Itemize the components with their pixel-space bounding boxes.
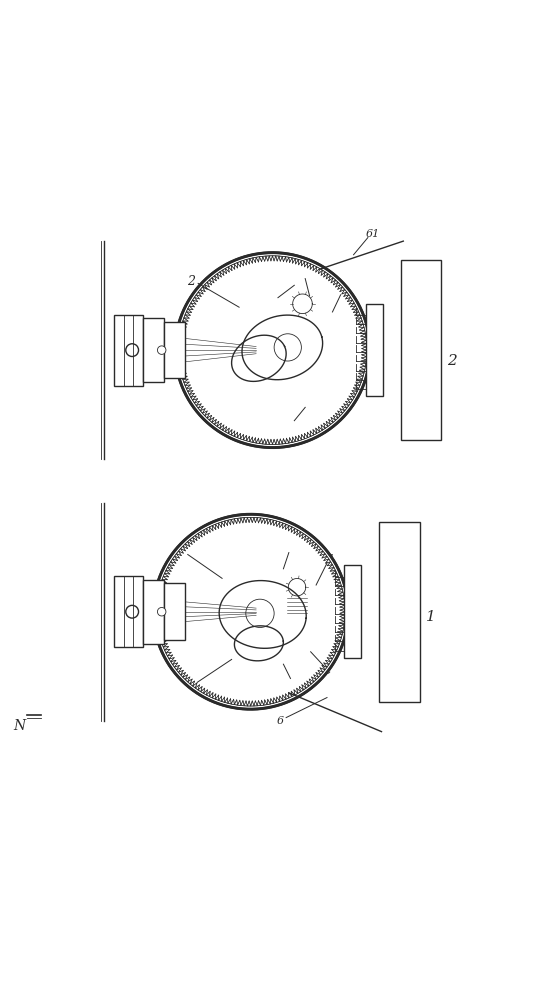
- Ellipse shape: [158, 607, 166, 616]
- Bar: [114, 576, 143, 647]
- Text: 61: 61: [366, 229, 380, 239]
- Bar: [143, 580, 164, 644]
- Text: 2: 2: [447, 354, 457, 368]
- Polygon shape: [234, 626, 283, 661]
- Text: 6: 6: [277, 716, 284, 726]
- Circle shape: [153, 514, 348, 709]
- Bar: [344, 565, 361, 658]
- Text: D: D: [284, 677, 293, 687]
- Circle shape: [155, 516, 346, 707]
- Circle shape: [175, 253, 370, 448]
- Bar: [401, 260, 441, 440]
- Text: 2: 2: [187, 275, 196, 288]
- Text: 4: 4: [340, 286, 347, 296]
- Text: 5: 5: [288, 544, 295, 554]
- Bar: [164, 322, 185, 378]
- Polygon shape: [242, 315, 323, 380]
- Text: 5: 5: [304, 288, 312, 298]
- Text: 3: 3: [190, 680, 197, 693]
- Text: D: D: [263, 290, 271, 300]
- Text: C: C: [323, 666, 331, 676]
- Circle shape: [177, 255, 368, 446]
- Ellipse shape: [158, 346, 166, 354]
- Bar: [143, 318, 164, 382]
- Text: 2: 2: [178, 546, 186, 559]
- Text: N: N: [13, 719, 25, 733]
- Text: 1: 1: [426, 610, 435, 624]
- Bar: [164, 583, 185, 640]
- Text: 6: 6: [285, 420, 293, 430]
- Bar: [379, 522, 420, 702]
- Bar: [366, 304, 383, 396]
- Polygon shape: [232, 335, 286, 381]
- Text: 4: 4: [326, 554, 334, 564]
- Polygon shape: [219, 581, 306, 648]
- Bar: [114, 315, 143, 386]
